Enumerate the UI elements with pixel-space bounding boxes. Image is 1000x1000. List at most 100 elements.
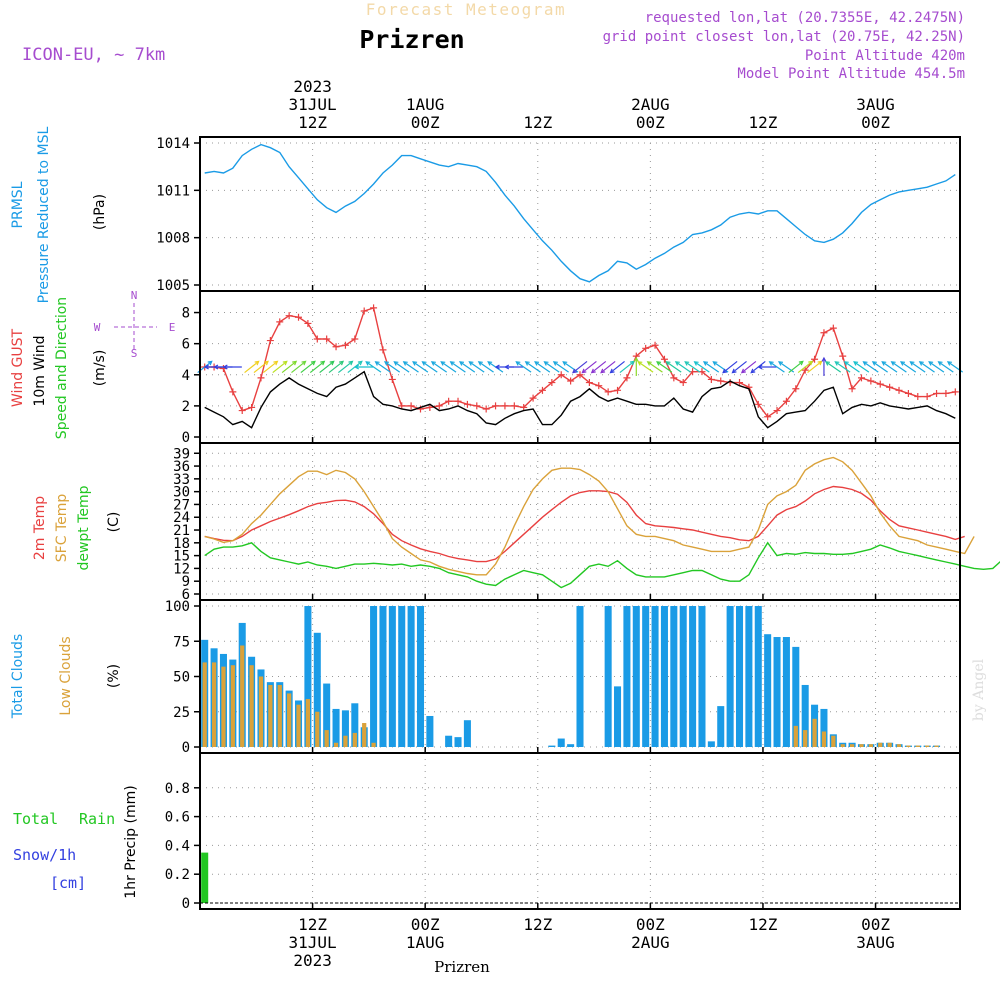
- y-tick-label: 100: [165, 599, 190, 615]
- wind-arrow-head: [768, 361, 774, 366]
- wind-arrow-shaft: [281, 360, 297, 374]
- bar: [859, 744, 864, 747]
- gust-marker: [332, 343, 340, 351]
- wind-arrow-shaft: [534, 361, 551, 373]
- wind-arrow-head: [357, 360, 363, 366]
- bar: [576, 606, 584, 747]
- bar: [362, 723, 367, 747]
- wind-arrow-head: [656, 361, 662, 366]
- bar: [651, 606, 659, 747]
- wind-arrow-shaft: [309, 360, 325, 374]
- y-tick-label: 8: [182, 306, 190, 322]
- gust-marker: [670, 374, 678, 382]
- model-label: ICON-EU, ~ 7km: [22, 45, 165, 65]
- wind-arrow-head: [402, 361, 408, 366]
- wind-arrow-shaft: [919, 361, 935, 373]
- bar: [351, 703, 359, 747]
- gust-marker: [933, 389, 941, 397]
- wind-arrow-head: [702, 361, 709, 366]
- gust-marker: [679, 379, 687, 387]
- wind-arrow-head: [909, 361, 915, 366]
- series-line: [204, 370, 956, 429]
- wind-arrow-shaft: [675, 361, 691, 373]
- bar: [548, 745, 556, 747]
- wind-panel: 0 2 4 6 8: [182, 290, 964, 446]
- bar: [868, 744, 873, 747]
- wind-arrow-shaft: [703, 361, 720, 373]
- wind-arrow-head: [843, 361, 849, 366]
- y-tick-label: 2: [182, 399, 190, 415]
- bar: [332, 708, 340, 747]
- wind-arrow-head: [740, 368, 746, 374]
- bar: [764, 634, 772, 747]
- wind-arrow-shaft: [412, 361, 429, 373]
- bar: [698, 606, 706, 747]
- gust-marker: [520, 403, 528, 411]
- point-altitude: Point Altitude 420m: [805, 48, 965, 64]
- wind-arrow-head: [572, 368, 578, 374]
- wind-arrow-head: [946, 361, 952, 366]
- wind-arrow-shaft: [591, 360, 607, 374]
- wind-arrow-shaft: [515, 361, 532, 373]
- gust-marker: [379, 346, 387, 354]
- gust-marker: [736, 379, 744, 387]
- wind-arrow-shaft: [431, 361, 447, 373]
- series-line: [204, 485, 965, 563]
- y-tick-label: 0.8: [165, 781, 190, 797]
- y-tick-label: 18: [173, 536, 190, 552]
- wind-arrow-shaft: [525, 361, 541, 373]
- wind-arrow-head: [600, 368, 606, 374]
- time-label: 00Z: [861, 915, 890, 934]
- wind-arrow-shaft: [478, 361, 494, 373]
- bar: [305, 699, 311, 747]
- gust-marker: [857, 374, 865, 382]
- wind-arrow-shaft: [440, 361, 457, 373]
- bar: [623, 606, 631, 747]
- wind-arrow-head: [757, 364, 763, 370]
- gust-marker: [792, 385, 800, 393]
- bar: [782, 637, 790, 747]
- gust-marker: [257, 374, 265, 382]
- wind-arrow-head: [937, 361, 943, 366]
- wind-arrow-head: [871, 361, 877, 366]
- gust-marker: [848, 385, 856, 393]
- wind-unit-label: (m/s): [92, 350, 108, 387]
- wind-arrow-shaft: [853, 361, 870, 373]
- gust-marker: [492, 402, 500, 410]
- wind-arrow-head: [449, 361, 455, 366]
- y-tick-label: 1011: [156, 183, 190, 199]
- wind-arrow-shaft: [469, 361, 485, 373]
- bar: [343, 735, 348, 747]
- y-tick-label: 6: [182, 587, 190, 603]
- low-clouds-label: Low Clouds: [58, 636, 74, 715]
- time-label: 2023: [293, 951, 332, 970]
- gust-marker: [248, 403, 256, 411]
- wind-speed-dir-label: Speed and Direction: [54, 297, 70, 439]
- wind-arrow-head: [468, 361, 474, 366]
- wind-arrow-head: [515, 361, 521, 366]
- gust-marker: [820, 329, 828, 337]
- precip-rain-label: Rain: [79, 810, 115, 828]
- bar: [287, 693, 292, 747]
- series-line: [204, 143, 956, 283]
- bar: [202, 662, 207, 747]
- bar: [258, 676, 264, 747]
- wind-arrow-head: [534, 361, 540, 366]
- wind-arrow-head: [750, 368, 756, 374]
- gust-marker: [707, 375, 715, 383]
- bar: [670, 606, 678, 747]
- wind-arrow-head: [421, 361, 427, 366]
- temp-unit-label: (C): [106, 512, 122, 533]
- bar: [371, 742, 376, 747]
- gust-marker: [576, 371, 584, 379]
- pressure-panel: 1005 1008 1011 1014: [156, 136, 961, 294]
- y-tick-label: 36: [173, 459, 190, 475]
- wind-arrow-head: [383, 361, 390, 366]
- bar: [642, 606, 650, 747]
- wind-10m-label: 10m Wind: [32, 335, 48, 406]
- wind-arrow-shaft: [637, 361, 654, 373]
- wind-arrow-head: [817, 360, 823, 366]
- time-label: 00Z: [636, 915, 665, 934]
